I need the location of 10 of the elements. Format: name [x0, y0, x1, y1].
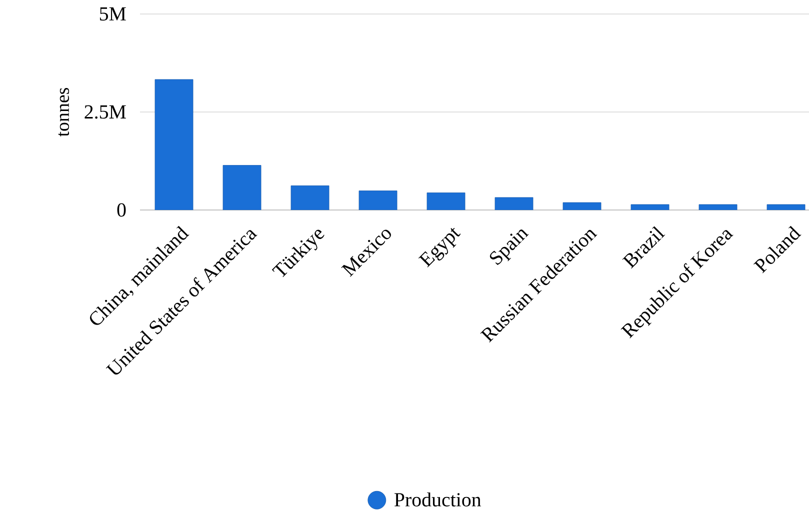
bar: [290, 185, 330, 210]
y-axis-title: tonnes: [58, 88, 70, 137]
bar: [222, 165, 262, 210]
y-tick-label: 2.5M: [84, 105, 126, 119]
bar: [358, 190, 398, 210]
y-tick-label: 5M: [100, 7, 126, 21]
bar: [426, 192, 466, 210]
bar: [154, 79, 194, 210]
y-tick-label: 0: [117, 203, 126, 217]
legend-label: Production: [394, 492, 482, 506]
